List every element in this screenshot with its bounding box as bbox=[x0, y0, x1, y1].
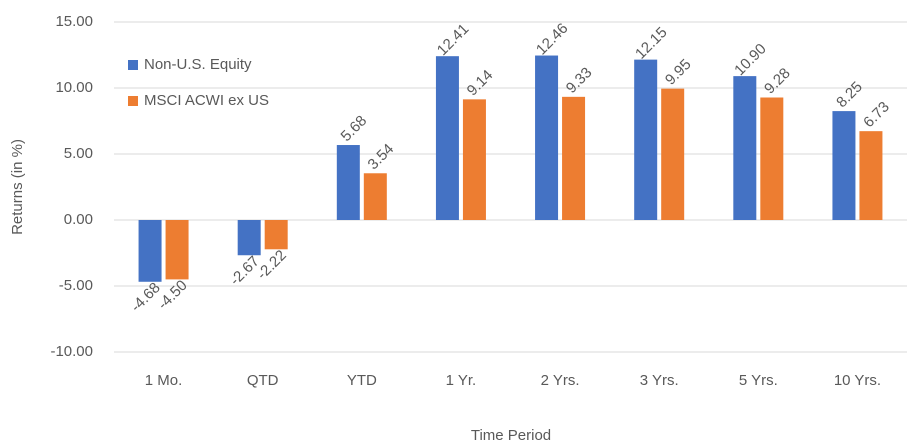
x-tick-label: 3 Yrs. bbox=[640, 372, 679, 389]
value-label: 9.33 bbox=[563, 64, 596, 97]
bar bbox=[733, 76, 757, 221]
bar bbox=[462, 99, 486, 220]
y-tick-label: -10.00 bbox=[50, 343, 93, 360]
legend-label: Non-U.S. Equity bbox=[144, 56, 252, 73]
value-label: 12.41 bbox=[434, 21, 473, 60]
y-axis-title: Returns (in %) bbox=[9, 139, 26, 235]
bar bbox=[859, 131, 883, 220]
value-label: 9.28 bbox=[761, 65, 794, 98]
bar bbox=[760, 97, 784, 220]
y-tick-label: 0.00 bbox=[64, 211, 93, 228]
value-label: 12.46 bbox=[533, 20, 572, 59]
x-tick-label: 2 Yrs. bbox=[541, 372, 580, 389]
x-tick-label: 1 Mo. bbox=[145, 372, 183, 389]
bar bbox=[435, 56, 459, 220]
value-label: 10.90 bbox=[731, 40, 770, 79]
value-label: 6.73 bbox=[860, 98, 893, 131]
x-axis-title: Time Period bbox=[471, 427, 551, 444]
y-tick-label: 15.00 bbox=[55, 13, 93, 30]
value-label: -4.50 bbox=[155, 277, 191, 313]
bar bbox=[661, 88, 685, 220]
bar bbox=[336, 145, 360, 220]
bar bbox=[237, 220, 261, 256]
legend-swatch bbox=[128, 60, 138, 70]
legend-swatch bbox=[128, 96, 138, 106]
x-tick-label: 5 Yrs. bbox=[739, 372, 778, 389]
bar bbox=[562, 96, 586, 220]
value-label: 8.25 bbox=[833, 78, 866, 111]
bar bbox=[264, 220, 288, 250]
x-tick-label: 10 Yrs. bbox=[834, 372, 881, 389]
value-label: 9.14 bbox=[464, 67, 497, 100]
value-label: 9.95 bbox=[662, 56, 695, 89]
value-label: 12.15 bbox=[632, 24, 671, 63]
x-tick-label: YTD bbox=[347, 372, 377, 389]
bar bbox=[165, 220, 189, 280]
y-tick-label: 10.00 bbox=[55, 79, 93, 96]
bar bbox=[363, 173, 387, 220]
value-label: 5.68 bbox=[338, 112, 371, 145]
legend-label: MSCI ACWI ex US bbox=[144, 92, 269, 109]
bar bbox=[535, 55, 559, 220]
x-tick-label: 1 Yr. bbox=[446, 372, 477, 389]
y-tick-label: 5.00 bbox=[64, 145, 93, 162]
y-tick-label: -5.00 bbox=[59, 277, 93, 294]
bar bbox=[634, 59, 658, 221]
x-tick-label: QTD bbox=[247, 372, 279, 389]
bar bbox=[832, 111, 856, 220]
bar bbox=[138, 220, 162, 282]
value-label: 3.54 bbox=[365, 141, 398, 174]
